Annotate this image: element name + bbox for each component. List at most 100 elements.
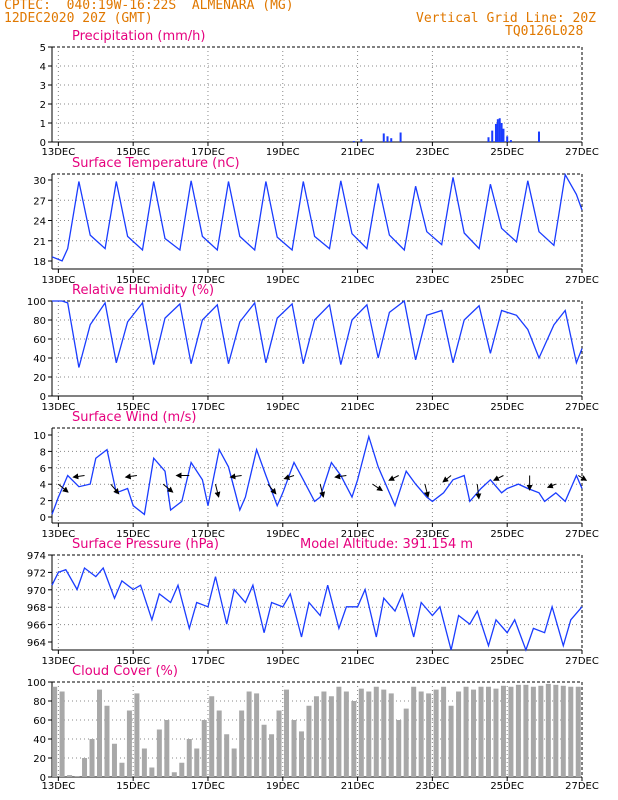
cloud-bar [411,686,417,777]
x-tick-label: 21DEC [341,147,375,158]
header-run-code: TQ0126L028 [505,24,584,39]
wind-arrow [578,475,588,481]
cloud-bar [149,767,155,777]
y-tick-label: 4 [40,480,46,491]
precip-bar [399,132,402,142]
wind-arrow [334,473,347,480]
cloud-bar [134,693,140,777]
cloud-bar [111,743,117,777]
header-datetime: 12DEC2020 20Z (GMT) [4,11,153,26]
cloud-bar [67,775,73,777]
wind-arrow [267,483,277,495]
cloud-bar [209,696,215,777]
panel-frame [51,554,583,651]
series-line [51,172,583,262]
cloud-bar [530,686,536,777]
cloud-bar [493,688,499,777]
x-tick-label: 25DEC [490,529,524,540]
x-tick-label: 21DEC [341,402,375,413]
x-tick-label: 17DEC [191,781,225,792]
cloud-bar [104,705,110,777]
x-tick-label: 19DEC [266,529,300,540]
wind-arrow [492,475,504,481]
cloud-bar [126,710,132,777]
x-tick-label: 21DEC [341,781,375,792]
precip-bar [382,133,385,142]
y-tick-label: 80 [33,697,46,708]
x-tick-label: 13DEC [41,656,75,667]
x-tick-label: 23DEC [416,529,450,540]
cloud-bar [179,762,185,777]
x-tick-label: 21DEC [341,529,375,540]
cloud-bar [52,686,58,777]
panel-title: Precipitation (mm/h) [72,29,205,44]
precip-bar [498,118,501,142]
cloud-bar [313,696,319,777]
panel-title: Surface Pressure (hPa) [72,537,219,552]
y-tick-label: 18 [33,257,46,268]
wind-arrow [423,484,430,498]
x-tick-label: 27DEC [565,529,599,540]
cloud-bar [373,686,379,777]
panel-frame [51,173,583,270]
cloud-bar [366,691,372,777]
cloud-bar [351,701,357,777]
cloud-bar [523,684,529,777]
y-tick-label: 27 [33,196,46,207]
precip-bar [537,131,540,142]
cloud-bar [328,696,334,777]
cloud-bar [463,686,469,777]
precip-bar [386,136,389,142]
y-tick-label: 0 [40,513,46,524]
y-tick-label: 968 [27,603,46,614]
x-tick-label: 27DEC [565,402,599,413]
cloud-bar [426,693,432,777]
y-tick-label: 970 [27,586,46,597]
panel-annotation: Model Altitude: 391.154 m [300,537,473,552]
cloud-bar [298,731,304,777]
wind-arrow [546,482,557,489]
cloud-bar [358,688,364,777]
x-tick-label: 13DEC [41,529,75,540]
y-tick-label: 972 [27,568,46,579]
series-line [51,434,583,516]
panel-temp: 13DEC 15DEC 17DEC 19DEC 21DEC 23DEC 25DEC 27DEC… [33,156,599,286]
x-tick-label: 15DEC [116,781,150,792]
x-tick-label: 27DEC [565,781,599,792]
precip-bar [390,138,393,142]
cloud-bar [433,689,439,777]
y-tick-label: 3 [40,81,46,92]
cloud-bar [396,720,402,777]
precip-bar [506,136,509,142]
cloud-bar [224,734,230,777]
x-tick-label: 15DEC [116,147,150,158]
y-tick-label: 4 [40,62,46,73]
wind-arrow [58,483,69,493]
y-tick-label: 24 [33,217,46,228]
x-tick-label: 27DEC [565,656,599,667]
cloud-bar [336,686,342,777]
y-tick-label: 966 [27,621,46,632]
cloud-bar [403,708,409,777]
x-tick-label: 21DEC [341,275,375,286]
y-tick-label: 5 [40,43,46,54]
cloud-bar [456,691,462,777]
cloud-bar [171,772,177,777]
x-tick-label: 13DEC [41,275,75,286]
x-tick-label: 25DEC [490,781,524,792]
y-tick-label: 40 [33,354,46,365]
x-tick-label: 17DEC [191,147,225,158]
y-tick-label: 6 [40,464,46,475]
cloud-bar [119,762,125,777]
wind-arrow [162,483,174,493]
cloud-bar [156,729,162,777]
panel-rh: 13DEC 15DEC 17DEC 19DEC 21DEC 23DEC 25DEC 27DEC… [27,283,599,413]
y-tick-label: 0 [40,773,46,784]
precip-bar [494,123,497,142]
cloud-bar [246,691,252,777]
cloud-bar [261,724,267,777]
wind-arrow [442,475,452,483]
x-tick-label: 13DEC [41,402,75,413]
cloud-bar [343,691,349,777]
